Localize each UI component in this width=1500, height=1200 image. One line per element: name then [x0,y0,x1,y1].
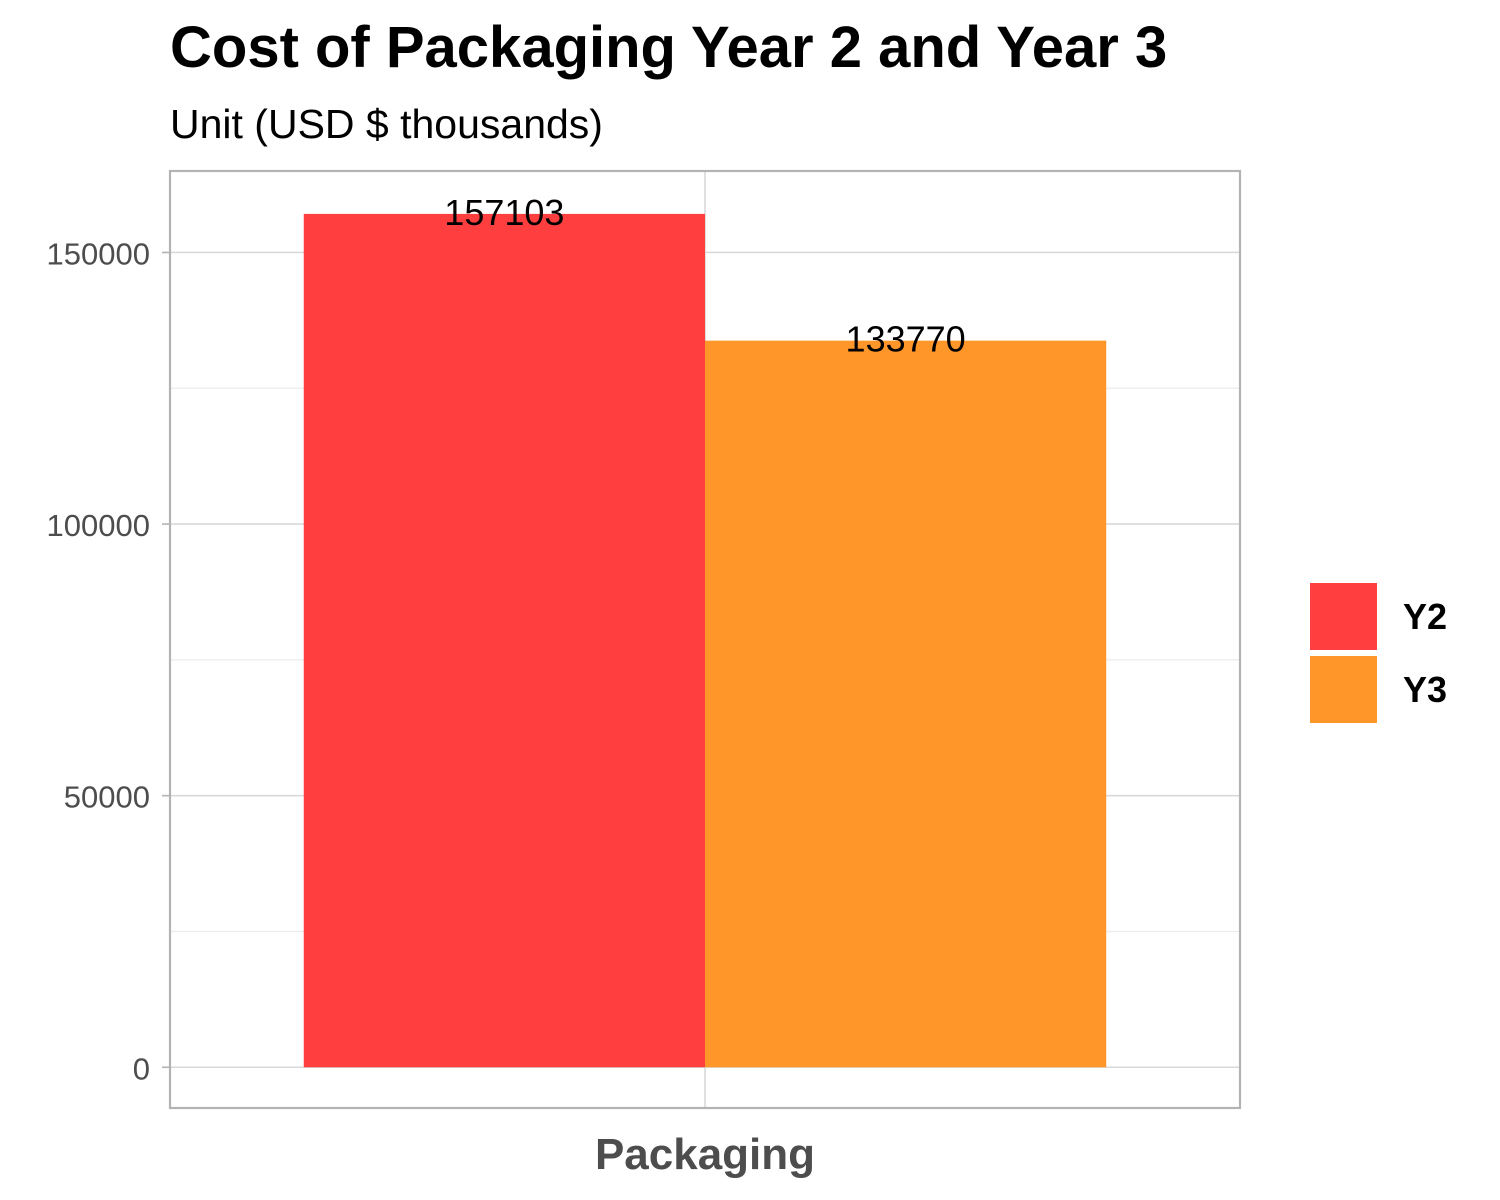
bar-y2 [303,213,705,1068]
legend-label-y3: Y3 [1403,668,1448,710]
y-tick-label: 100000 [47,508,150,543]
legend-item-y3: Y3 [1310,654,1447,725]
chart-subtitle: Unit (USD $ thousands) [170,101,603,147]
data-label-y2: 157103 [444,192,564,233]
y-tick-label: 50000 [64,780,150,815]
legend-swatch-y2 [1310,583,1377,650]
legend-item-y2: Y2 [1310,581,1447,652]
y-tick-label: 0 [133,1051,150,1086]
bar-y3 [705,340,1107,1068]
data-label-y3: 133770 [846,319,966,360]
chart-title: Cost of Packaging Year 2 and Year 3 [170,15,1168,80]
x-tick-label: Packaging [595,1130,815,1179]
legend-swatch-y3 [1310,656,1377,723]
legend-label-y2: Y2 [1403,595,1448,637]
y-tick-label: 150000 [47,236,150,271]
plot-border [168,169,1242,1110]
legend: Y2 Y3 [1310,581,1447,727]
